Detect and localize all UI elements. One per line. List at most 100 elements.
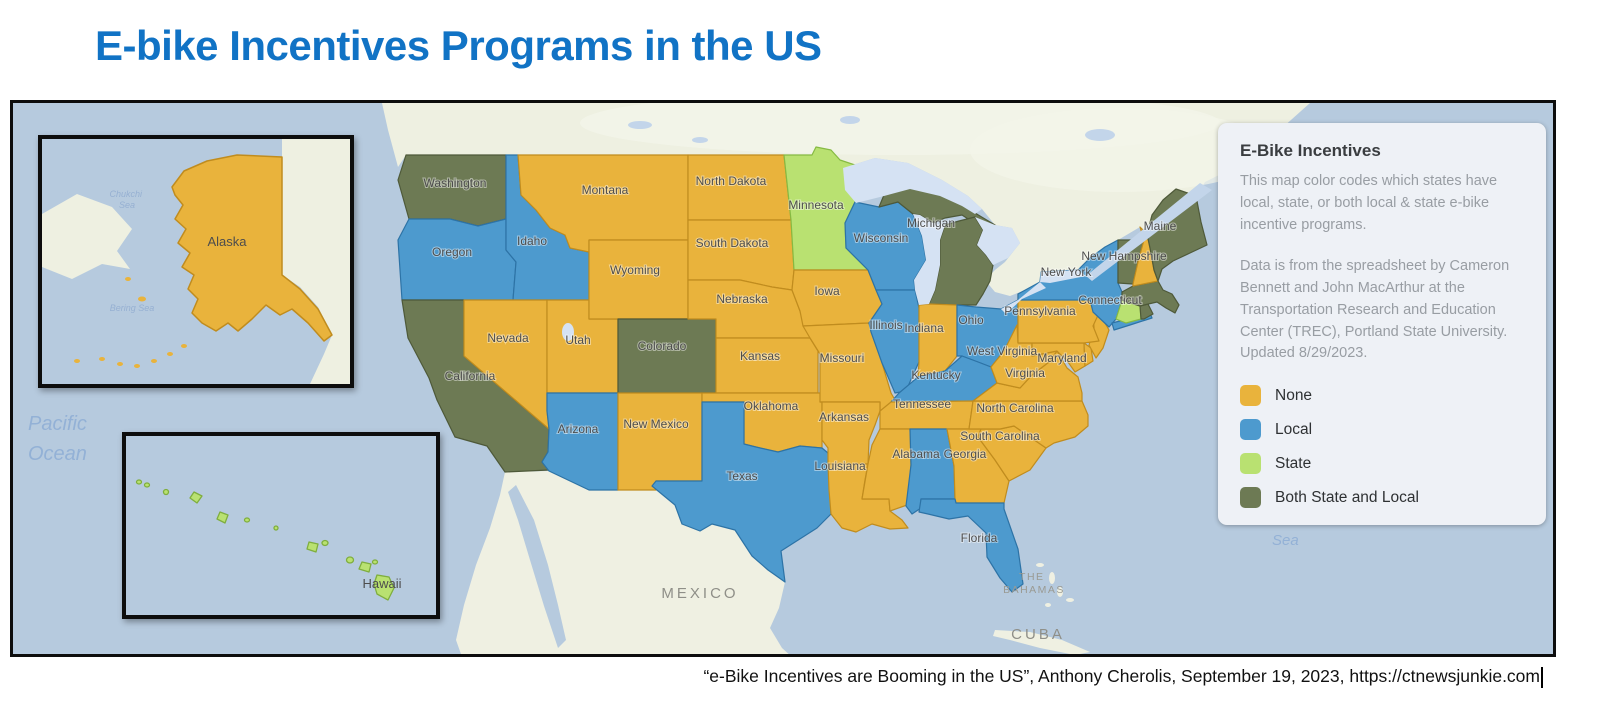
state-label-arkansas: Arkansas [819,410,869,424]
state-label-new-york: New York [1041,265,1093,279]
legend-swatch-none [1240,385,1261,406]
state-label-pennsylvania: Pennsylvania [1004,304,1076,318]
state-label-florida: Florida [961,531,998,545]
canada-lake [840,116,860,124]
state-label-utah: Utah [565,333,590,347]
lake-superior [843,158,982,214]
legend-source-note: Data is from the spreadsheet by Cameron … [1240,258,1510,362]
state-label-california: California [445,369,496,383]
state-florida[interactable] [918,498,1024,593]
state-label-arizona: Arizona [558,422,599,436]
state-kansas[interactable] [715,337,819,394]
lake-michigan [913,214,945,305]
state-label-louisiana: Louisiana [814,459,866,473]
legend-swatch-both [1240,487,1261,508]
state-label-north-carolina: North Carolina [976,401,1054,415]
legend-item-label: Local [1275,420,1313,438]
state-label-wyoming: Wyoming [610,263,660,277]
state-label-alabama: Alabama [892,447,940,461]
state-label-montana: Montana [582,183,629,197]
state-label-indiana: Indiana [904,321,944,335]
legend-description: This map color codes which states have l… [1240,173,1498,233]
state-label-south-dakota: South Dakota [696,236,769,250]
citation-text[interactable]: “e-Bike Incentives are Booming in the US… [703,666,1540,686]
legend-item-label: None [1275,386,1313,404]
state-label-nebraska: Nebraska [716,292,768,306]
legend-items: None Local State Both State and Local [1240,385,1524,508]
canada-landmass-inset [282,139,350,384]
state-north-carolina[interactable] [968,400,1089,449]
state-label-oregon: Oregon [432,245,472,259]
alaska-map: Alaska Chukchi Sea Bering Sea [42,139,350,384]
state-hawaii[interactable] [135,479,395,601]
state-label-georgia: Georgia [944,447,987,461]
state-colorado[interactable] [617,318,717,394]
cuba-landmass [993,630,1090,654]
state-label-connecticut: Connecticut [1078,293,1142,307]
legend-item-none: None [1240,385,1524,406]
citation-bar: “e-Bike Incentives are Booming in the US… [0,657,1601,720]
canada-lake [628,121,652,129]
state-label-minnesota: Minnesota [788,198,844,212]
state-label-kentucky: Kentucky [911,368,960,382]
st-lawrence-river [1086,183,1212,281]
mexico-landmass [456,471,789,654]
bering-sea-label: Bering Sea [110,303,155,313]
legend-item-local: Local [1240,419,1524,440]
state-label-missouri: Missouri [820,351,865,365]
legend-item-label: State [1275,454,1312,472]
state-texas[interactable] [651,401,832,583]
lake-huron [975,217,1020,265]
canada-snow-east [970,108,1270,192]
bahamas-label: THE BAHAMAS [1003,571,1065,596]
state-label-north-dakota: North Dakota [696,174,767,188]
great-salt-lake [562,323,574,341]
state-label-nevada: Nevada [487,331,529,345]
legend-item-state: State [1240,453,1524,474]
state-label-washington: Washington [424,176,487,190]
cuba-label: CUBA [1011,626,1065,643]
state-label-wisconsin: Wisconsin [854,231,909,245]
state-label-maryland: Maryland [1037,351,1086,365]
alaska-label: Alaska [207,234,247,249]
state-label-texas: Texas [726,469,757,483]
state-label-colorado: Colorado [638,339,687,353]
state-label-virginia: Virginia [1005,366,1045,380]
text-cursor [1541,666,1543,688]
lake-ontario [1040,270,1086,283]
pacific-ocean-label: Pacific Ocean [28,413,92,465]
hawaii-label: Hawaii [362,576,401,591]
hawaii-inset: Hawaii [122,432,440,619]
state-label-iowa: Iowa [814,284,840,298]
legend-swatch-state [1240,453,1261,474]
legend-swatch-local [1240,419,1261,440]
state-label-west-virginia: West Virginia [967,344,1038,358]
legend-panel: E-Bike Incentives This map color codes w… [1218,123,1546,525]
state-alaska[interactable] [171,154,333,342]
state-label-maine: Maine [1144,219,1177,233]
state-label-new-hampshire: New Hampshire [1081,249,1167,263]
lake-erie [1001,282,1046,314]
state-maine[interactable] [1146,188,1208,282]
canada-lake [1085,129,1115,141]
state-wyoming[interactable] [588,239,689,320]
state-oregon[interactable] [397,218,517,301]
mexico-label: MEXICO [661,585,738,602]
state-new-mexico[interactable] [617,392,703,491]
state-label-south-carolina: South Carolina [960,429,1040,443]
state-indiana[interactable] [917,303,958,378]
state-label-idaho: Idaho [517,234,547,248]
alaska-inset: Alaska Chukchi Sea Bering Sea [38,135,354,388]
hawaii-map: Hawaii [126,436,436,615]
legend-title: E-Bike Incentives [1240,141,1381,160]
canada-lake [692,137,708,143]
state-label-michigan: Michigan [907,216,955,230]
state-label-illinois: Illinois [869,318,902,332]
state-label-tennessee: Tennessee [893,397,951,411]
state-label-kansas: Kansas [740,349,780,363]
bahamas-islands [1036,563,1074,607]
state-washington[interactable] [397,154,507,227]
state-label-ohio: Ohio [958,313,984,327]
aleutian-islands [74,277,187,368]
page-title: E-bike Incentives Programs in the US [95,22,822,69]
